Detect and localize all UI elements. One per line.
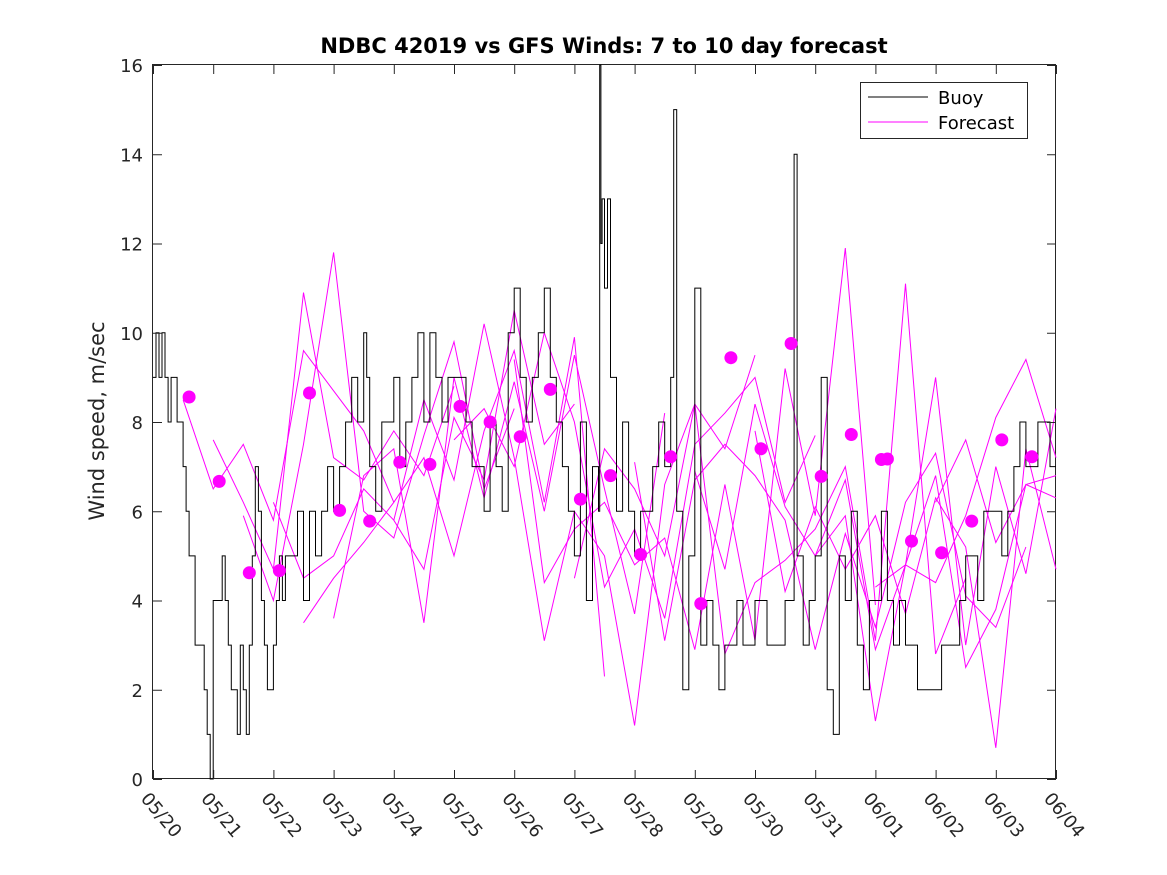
forecast-marker bbox=[880, 452, 894, 466]
buoy-line bbox=[153, 64, 1056, 780]
forecast-marker bbox=[573, 492, 587, 506]
forecast-line-4 bbox=[272, 310, 575, 579]
forecast-marker bbox=[784, 337, 798, 350]
forecast-marker bbox=[453, 399, 467, 413]
y-tick-label: 16 bbox=[120, 56, 143, 77]
forecast-line-2 bbox=[212, 292, 455, 572]
forecast-marker bbox=[393, 455, 407, 469]
legend-forecast-label: Forecast bbox=[938, 113, 1014, 134]
y-tick-label: 14 bbox=[120, 145, 143, 166]
forecast-marker bbox=[483, 415, 497, 429]
forecast-marker bbox=[634, 548, 648, 561]
y-tick-label: 10 bbox=[120, 324, 143, 345]
y-tick-label: 0 bbox=[132, 770, 143, 791]
y-tick-label: 2 bbox=[132, 681, 143, 702]
forecast-marker bbox=[694, 597, 708, 611]
forecast-marker bbox=[905, 534, 918, 548]
y-tick-label: 6 bbox=[132, 502, 143, 523]
forecast-line-3 bbox=[242, 252, 515, 603]
forecast-marker bbox=[935, 546, 949, 560]
forecast-line-11 bbox=[634, 443, 1027, 650]
forecast-marker bbox=[423, 457, 437, 471]
forecast-marker bbox=[604, 469, 617, 483]
forecast-marker bbox=[363, 514, 377, 528]
forecast-line-12 bbox=[694, 377, 1057, 722]
forecast-markers-group bbox=[182, 337, 1039, 611]
forecast-line-5 bbox=[303, 337, 605, 677]
y-axis-label: Wind speed, m/sec bbox=[85, 321, 109, 520]
forecast-line-14 bbox=[814, 475, 1057, 669]
forecast-marker bbox=[242, 566, 256, 580]
forecast-line-10 bbox=[573, 283, 967, 656]
forecast-marker bbox=[995, 433, 1009, 447]
y-tick-label: 4 bbox=[132, 592, 143, 613]
legend-box bbox=[860, 82, 1028, 139]
forecast-line-16 bbox=[935, 438, 1057, 544]
forecast-line-15 bbox=[875, 358, 1057, 588]
forecast-marker bbox=[543, 382, 557, 396]
legend-buoy-label: Buoy bbox=[938, 88, 984, 109]
buoy-series-group bbox=[153, 64, 1056, 780]
y-tick-label: 12 bbox=[120, 235, 143, 256]
forecast-marker bbox=[513, 430, 527, 444]
forecast-marker bbox=[182, 390, 196, 404]
forecast-marker bbox=[272, 564, 286, 578]
forecast-line-6 bbox=[333, 354, 666, 623]
forecast-marker bbox=[754, 442, 768, 456]
plot-area bbox=[152, 64, 1056, 779]
y-tick-label: 8 bbox=[132, 413, 143, 434]
legend: Buoy Forecast bbox=[860, 82, 1028, 139]
forecast-marker bbox=[965, 514, 979, 528]
forecast-marker bbox=[844, 428, 858, 441]
forecast-marker bbox=[303, 386, 316, 400]
plot-frame bbox=[152, 64, 1056, 779]
forecast-marker bbox=[1025, 450, 1039, 464]
forecast-marker bbox=[333, 503, 347, 517]
chart-title: NDBC 42019 vs GFS Winds: 7 to 10 day for… bbox=[320, 34, 887, 58]
forecast-marker bbox=[724, 351, 738, 365]
forecast-marker bbox=[664, 450, 678, 464]
forecast-marker bbox=[814, 469, 828, 483]
forecast-marker bbox=[212, 474, 226, 488]
